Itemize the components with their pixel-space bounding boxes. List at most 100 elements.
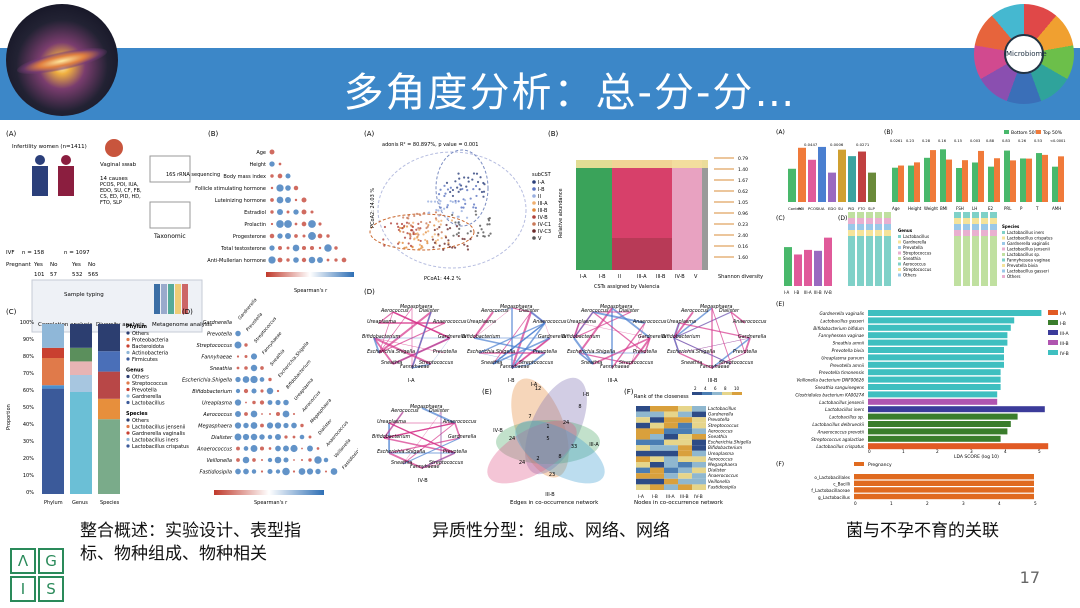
fl-a-c4: 565 xyxy=(88,272,99,278)
fm-a-point xyxy=(419,227,422,230)
fr-c-bar xyxy=(804,249,812,286)
fr-d-species-swatch xyxy=(1002,231,1005,234)
fr-d-genus-item: Others xyxy=(903,273,916,278)
fr-c-bar xyxy=(824,237,832,286)
fr-d-bar-segment xyxy=(866,236,873,286)
fr-b-pval: 0.88 xyxy=(986,139,995,143)
fl-d-dot xyxy=(306,468,314,475)
fm-d-node: Bifidobacterium xyxy=(362,334,401,340)
fl-d-dot xyxy=(275,399,281,406)
fl-a-yn1: Yes xyxy=(33,262,43,268)
fl-d-dot xyxy=(266,387,274,395)
fm-a-point xyxy=(455,233,458,236)
fr-e-xtick: 3 xyxy=(970,449,973,454)
fm-a-point xyxy=(412,221,415,224)
fm-a-point xyxy=(414,232,417,236)
fm-a-point xyxy=(440,231,443,234)
fm-a-point xyxy=(457,200,460,203)
fm-a-point xyxy=(474,213,478,216)
fr-d-species-item: Lactobacillus gasseri xyxy=(1007,269,1049,274)
fm-a-point xyxy=(467,180,470,183)
fr-d-bar-segment xyxy=(866,212,873,218)
fr-b-bar-bottom xyxy=(956,167,962,202)
fl-c-cat: Species xyxy=(100,500,120,506)
fm-d-edge xyxy=(673,337,680,354)
fl-b-dot xyxy=(301,257,307,263)
fl-b-dot xyxy=(308,220,316,228)
fl-b-dot xyxy=(293,209,299,215)
fr-d-genus-swatch xyxy=(898,268,901,271)
fl-d-row-label: Veillonella xyxy=(206,458,232,464)
fm-d-edge xyxy=(378,311,432,354)
fr-b-bar-top xyxy=(1042,154,1048,202)
fm-d-node: Ureaplasma xyxy=(377,419,406,425)
fl-d-dot xyxy=(283,399,289,406)
fl-d-label: (D) xyxy=(182,308,193,316)
fl-c-legend-item: Gardnerella xyxy=(132,394,161,400)
fl-d-dot xyxy=(244,355,248,358)
fm-d-edge xyxy=(421,452,456,469)
fm-a-point xyxy=(439,200,442,203)
fm-e-number: 33 xyxy=(571,444,577,450)
fm-f-col-label: IV-B xyxy=(694,494,703,500)
fm-a-point xyxy=(438,226,441,229)
fm-a-point xyxy=(405,225,409,228)
fm-d-node: Sneathia xyxy=(381,360,402,366)
fl-c-legend-title: Species xyxy=(126,411,148,417)
fm-a-point xyxy=(411,246,414,249)
fr-e-legend-item: I-B xyxy=(1060,321,1066,327)
fr-d-genus-swatch xyxy=(898,251,901,255)
fl-d-dot xyxy=(236,446,240,451)
fr-e-xtick: 0 xyxy=(868,449,871,454)
fm-a-point xyxy=(463,243,466,246)
fl-c-ytick: 10% xyxy=(23,473,34,479)
fm-f-row-label: Aerococcus xyxy=(707,456,733,462)
fm-a-point xyxy=(400,222,404,226)
fm-d-node: Aerococcus xyxy=(380,308,409,314)
fl-c-legend-item: Actinobacteria xyxy=(132,351,168,357)
fr-e-legend-swatch xyxy=(1048,340,1058,345)
fm-f-cell xyxy=(664,439,678,446)
fr-f-bar xyxy=(854,493,1034,500)
fl-b-dot xyxy=(293,257,299,263)
fl-c-bar-segment xyxy=(42,388,64,494)
fm-f-row-label: Prevotella xyxy=(708,417,730,423)
fm-b-xcat: V xyxy=(694,274,698,280)
fr-b-bar-top xyxy=(994,158,1000,202)
fr-b-bar-top xyxy=(898,165,904,202)
fr-c-label: (C) xyxy=(776,215,785,222)
fm-d-edge xyxy=(421,407,456,424)
fm-a-point xyxy=(405,246,408,249)
fm-f-label: (F) xyxy=(624,388,634,396)
microbiome-wheel-image: Microbiome xyxy=(974,4,1074,104)
fm-f-cell xyxy=(692,422,706,429)
fm-a-point xyxy=(407,242,410,245)
fm-d-edge xyxy=(673,337,732,365)
fm-a-legend-item: V xyxy=(538,236,542,242)
fm-f-row-label: Dialister xyxy=(708,468,726,474)
fm-a-point xyxy=(461,187,464,191)
fm-a-point xyxy=(480,228,483,231)
fl-b-dot xyxy=(341,257,347,263)
fm-e-number: 24 xyxy=(509,436,515,442)
fr-b-bar-top xyxy=(914,162,920,202)
fl-c-bar-segment xyxy=(98,324,120,352)
fr-d-bar-segment xyxy=(875,212,882,218)
fr-b-bar-bottom xyxy=(1036,153,1042,202)
fr-d2-bar-segment xyxy=(981,224,988,230)
fm-a-point xyxy=(452,234,455,237)
fl-b-dot xyxy=(286,210,290,214)
fm-f-cell xyxy=(692,406,706,412)
fl-d-dot xyxy=(250,445,258,452)
fm-f-cell xyxy=(678,462,692,468)
fr-b-bar-bottom xyxy=(1004,150,1010,202)
fr-b-bar-bottom xyxy=(988,166,994,202)
fr-d2-bar-segment xyxy=(963,236,970,286)
fm-e-number: 24 xyxy=(563,420,569,426)
fr-e-axis: LDA SCORE (log 10) xyxy=(954,454,999,460)
fm-f-cell xyxy=(692,434,706,440)
fm-a-legend-dot xyxy=(532,194,536,198)
fr-d2-bar-segment xyxy=(972,224,979,230)
fm-f-cell xyxy=(650,434,664,440)
fm-b-median-value: 1.40 xyxy=(738,167,748,173)
